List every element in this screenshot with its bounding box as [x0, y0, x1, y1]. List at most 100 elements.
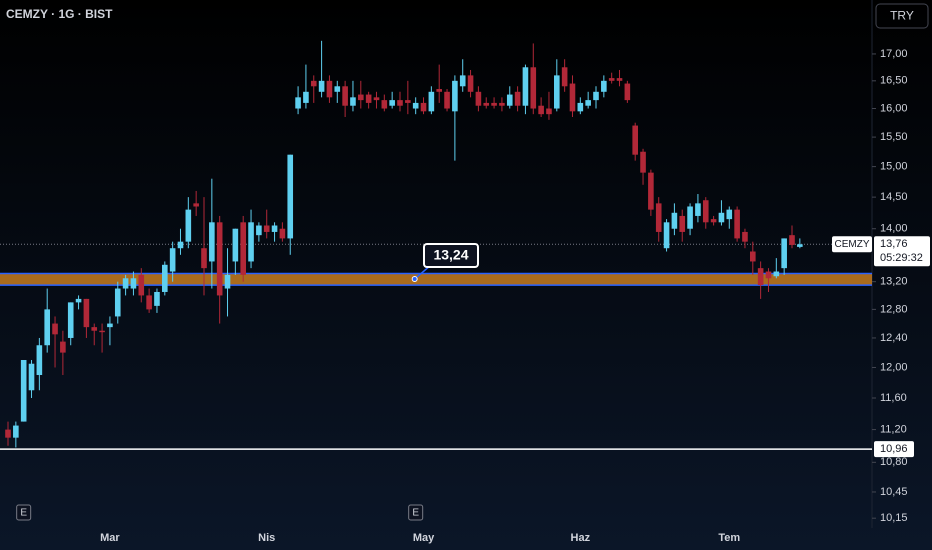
candle-body: [702, 200, 709, 223]
candle-body: [83, 298, 90, 328]
candle-body: [334, 86, 341, 92]
callout-label: 13,24: [433, 247, 468, 263]
event-label[interactable]: E: [412, 508, 419, 519]
candle-body: [522, 67, 529, 106]
candle-body: [130, 278, 137, 289]
y-tick-label: 11,60: [880, 392, 907, 404]
candle-body: [240, 222, 246, 275]
candle-body: [310, 80, 317, 87]
candle-body: [138, 274, 145, 296]
candle-body: [797, 244, 803, 247]
y-tick-label: 14,00: [880, 223, 908, 235]
candle-body: [561, 67, 568, 87]
y-tick-label: 16,00: [880, 102, 908, 114]
candle-body: [216, 222, 223, 296]
candle-body: [601, 80, 607, 92]
y-tick-label: 10,80: [880, 456, 908, 468]
candle-body: [671, 212, 678, 229]
candle-body: [757, 268, 764, 286]
candle-body: [593, 91, 599, 101]
candle-body: [232, 228, 239, 262]
candle-body: [624, 83, 631, 101]
candle-body: [381, 100, 388, 109]
candle-body: [726, 209, 733, 220]
candle-body: [530, 67, 537, 109]
candle-body: [789, 235, 795, 245]
candle-body: [710, 219, 717, 223]
candle-body: [287, 154, 294, 239]
candle-body: [28, 363, 35, 391]
symbol-tag: [832, 236, 872, 253]
candle-body: [467, 75, 474, 92]
candle-body: [224, 274, 231, 289]
candle-body: [397, 100, 403, 106]
candle-body: [185, 209, 192, 242]
x-tick-label: Tem: [718, 532, 740, 544]
candle-body: [679, 215, 686, 232]
symbol-label: CEMZY: [835, 239, 870, 250]
candle-body: [326, 80, 333, 98]
candle-body: [648, 172, 654, 210]
candle-body: [295, 97, 301, 109]
candle-body: [358, 94, 364, 101]
y-tick-label: 10,15: [880, 512, 908, 524]
countdown-label: 05:29:32: [880, 252, 923, 264]
candle-body: [13, 425, 19, 438]
y-tick-label: 12,80: [880, 303, 908, 315]
candle-body: [193, 203, 199, 207]
candle-body: [248, 222, 254, 262]
candle-body: [169, 248, 176, 272]
candle-body: [99, 330, 105, 333]
y-tick-label: 12,40: [880, 332, 908, 344]
candle-body: [734, 209, 740, 239]
event-label[interactable]: E: [20, 508, 27, 519]
candle-body: [718, 212, 725, 223]
y-tick-label: 17,00: [880, 48, 908, 60]
candle-body: [742, 231, 748, 242]
candle-body: [514, 91, 521, 106]
candle-body: [765, 271, 772, 279]
candle-body: [5, 429, 11, 438]
hline-label: 10,96: [880, 443, 908, 455]
candle-body: [389, 100, 395, 106]
candle-body: [114, 288, 121, 317]
candle-body: [781, 238, 787, 269]
candle-body: [263, 225, 270, 232]
y-tick-label: 12,00: [880, 361, 908, 373]
candle-body: [663, 222, 670, 249]
candle-body: [655, 203, 662, 232]
candle-body: [162, 264, 168, 292]
candle-body: [91, 327, 98, 331]
candle-body: [640, 151, 646, 173]
event-marker[interactable]: [408, 504, 424, 521]
candle-body: [554, 75, 560, 109]
candle-body: [373, 97, 380, 101]
candle-body: [428, 91, 435, 112]
candle-body: [67, 302, 74, 338]
y-tick-label: 15,00: [880, 161, 908, 173]
candle-body: [201, 248, 207, 269]
candle-body: [75, 298, 82, 303]
candle-body: [616, 78, 623, 81]
candle-body: [303, 91, 309, 103]
currency-button[interactable]: [875, 3, 929, 29]
x-tick-label: Mar: [100, 532, 120, 544]
candle-body: [342, 86, 348, 106]
y-tick-label: 10,45: [880, 486, 908, 498]
candle-body: [687, 206, 693, 229]
candle-body: [436, 89, 442, 92]
candle-body: [546, 108, 552, 115]
candle-body: [773, 271, 780, 277]
candle-body: [256, 225, 262, 236]
y-tick-label: 13,20: [880, 276, 908, 288]
candle-body: [444, 91, 450, 109]
currency-label[interactable]: TRY: [890, 9, 914, 23]
candle-body: [20, 360, 27, 422]
price-label: 13,76: [880, 238, 908, 250]
y-tick-label: 14,50: [880, 191, 908, 203]
candle-body: [475, 91, 482, 106]
candle-body: [420, 102, 427, 112]
event-marker[interactable]: [16, 504, 32, 521]
candle-body: [608, 78, 615, 81]
